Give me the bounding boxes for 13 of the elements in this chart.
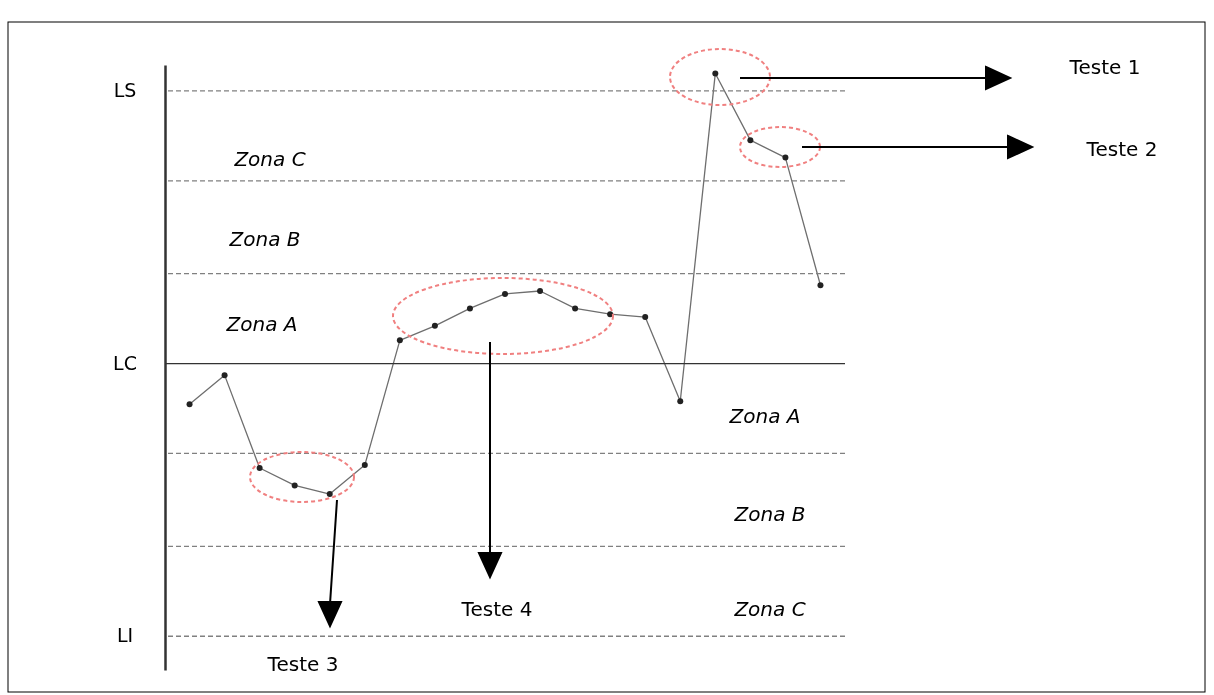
text: Teste 4 [460, 597, 533, 621]
text: Teste 3 [266, 652, 339, 676]
text: Teste 1 [1068, 55, 1141, 79]
annotation: Zona B [228, 227, 301, 251]
ref-line-label: LC [113, 351, 137, 374]
annotation: Zona C [233, 147, 306, 171]
ref-line-label: LI [116, 624, 134, 647]
text: Zona C [733, 597, 806, 621]
annotation: Zona A [728, 404, 801, 428]
ref-line-label: LS [113, 78, 137, 101]
annotation: Zona A [225, 312, 298, 336]
text: Zona B [733, 502, 806, 526]
text: Teste 2 [1085, 137, 1158, 161]
